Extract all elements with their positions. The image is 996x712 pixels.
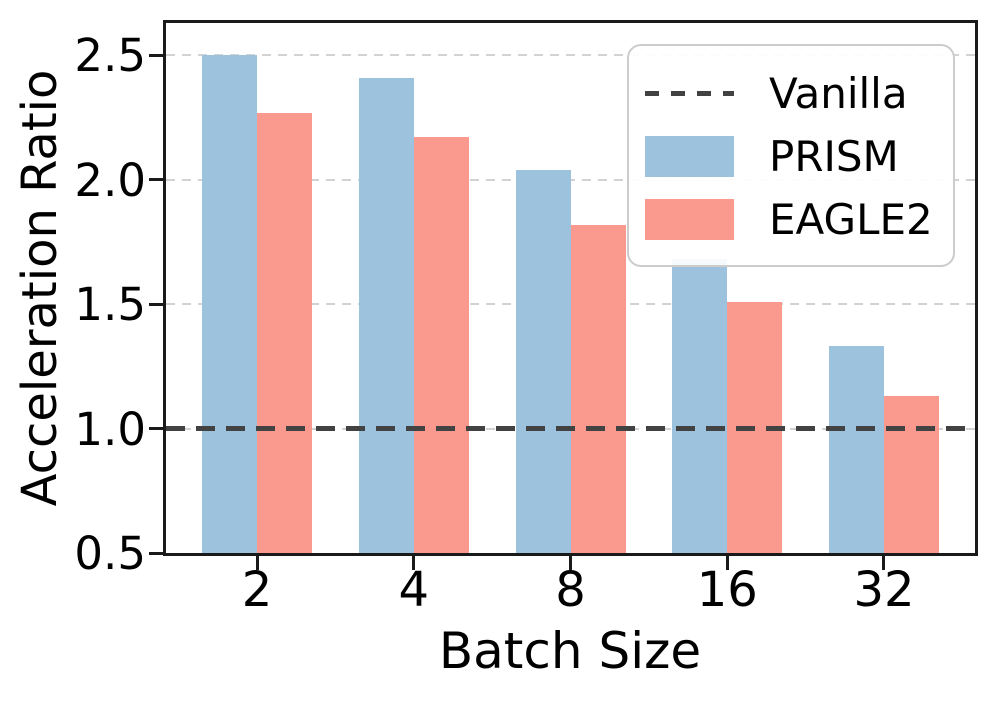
bar-eagle2-batch-4 <box>413 137 469 553</box>
x-tick-mark-16 <box>725 556 729 570</box>
x-tick-mark-2 <box>255 556 259 570</box>
y-tick-mark-2.5 <box>149 53 163 57</box>
x-tick-mark-8 <box>569 556 572 570</box>
x-tick-label-16: 16 <box>696 562 758 618</box>
prism-color-swatch <box>645 136 734 177</box>
gridline-y-2 <box>166 178 975 181</box>
bar-prism-batch-32 <box>828 346 884 553</box>
y-tick-label-2: 2.0 <box>74 153 146 207</box>
bar-prism-batch-2 <box>202 55 257 553</box>
x-tick-label-2: 2 <box>241 562 273 618</box>
x-tick-label-8: 8 <box>555 562 586 618</box>
x-axis-title: Batch Size <box>438 622 702 680</box>
y-tick-label-0.5: 0.5 <box>74 527 146 580</box>
x-tick-label-4: 4 <box>398 562 430 618</box>
legend-item-prism: PRISM <box>645 125 953 188</box>
plot-inner <box>149 23 975 570</box>
x-tick-mark-32 <box>882 556 886 570</box>
legend-label-eagle2: EAGLE2 <box>769 194 933 244</box>
y-tick-mark-0.5 <box>149 551 163 555</box>
y-tick-label-1.5: 1.5 <box>74 278 146 332</box>
x-tick-label-32: 32 <box>853 562 915 618</box>
legend-label-prism: PRISM <box>769 131 899 181</box>
legend-item-vanilla: Vanilla <box>645 62 953 125</box>
plot-area: Vanilla PRISM EAGLE2 <box>149 20 978 570</box>
bar-eagle2-batch-2 <box>257 112 312 553</box>
y-tick-label-1: 1.0 <box>74 402 146 456</box>
vanilla-dashed-line-swatch <box>645 91 734 96</box>
gridline-y-2.5 <box>166 54 975 57</box>
bar-eagle2-batch-32 <box>883 396 939 553</box>
legend-item-eagle2: EAGLE2 <box>645 188 953 251</box>
bar-eagle2-batch-8 <box>570 224 626 553</box>
y-tick-mark-1 <box>149 427 163 431</box>
legend: Vanilla PRISM EAGLE2 <box>627 44 955 267</box>
eagle2-color-swatch <box>645 199 734 240</box>
legend-label-vanilla: Vanilla <box>769 68 908 118</box>
vanilla-reference-line <box>166 426 975 432</box>
y-tick-mark-2 <box>149 178 163 182</box>
bar-prism-batch-16 <box>672 259 728 553</box>
bar-prism-batch-4 <box>358 77 414 553</box>
bar-prism-batch-8 <box>515 169 571 553</box>
x-tick-mark-4 <box>412 556 416 570</box>
y-tick-mark-1.5 <box>149 302 163 306</box>
y-tick-label-2.5: 2.5 <box>74 29 146 83</box>
